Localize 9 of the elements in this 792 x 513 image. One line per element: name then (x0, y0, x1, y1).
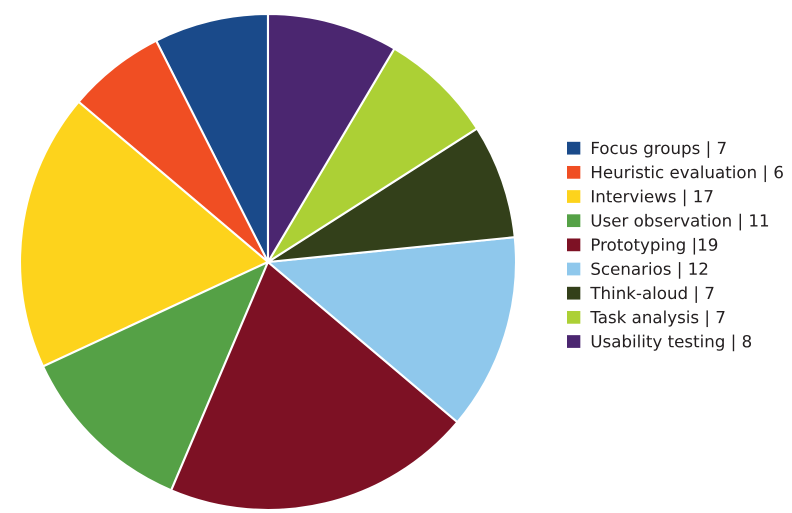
legend-label: Heuristic evaluation | 6 (592, 165, 783, 182)
legend-label: Usability testing | 8 (592, 334, 752, 352)
legend-label: Interviews | 17 (592, 190, 713, 206)
legend-label: Think-aloud | 7 (590, 286, 714, 303)
legend-label: User observation | 11 (592, 214, 768, 230)
legend-label: Task analysis | 7 (590, 310, 724, 328)
legend-label: Focus groups | 7 (592, 141, 726, 158)
legend-label: Scenarios | 12 (591, 262, 708, 279)
legend-label: Prototyping |19 (592, 238, 718, 255)
